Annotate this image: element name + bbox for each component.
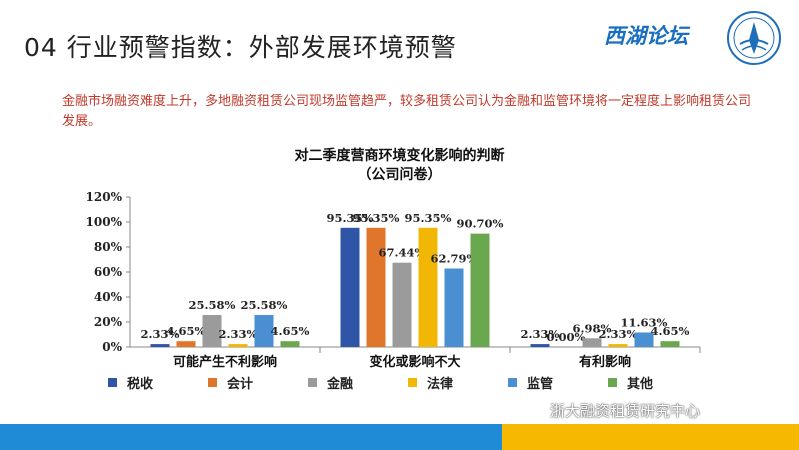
- bar: [608, 344, 628, 347]
- legend-swatch: [208, 378, 217, 387]
- legend-label: 法律: [427, 377, 454, 392]
- x-category-label: 变化或影响不大: [369, 354, 460, 370]
- bar-data-label: 4.65%: [651, 324, 690, 338]
- x-category-label: 可能产生不利影响: [173, 354, 277, 370]
- y-tick-label: 100%: [86, 215, 123, 229]
- bar: [470, 233, 490, 347]
- legend-item: 会计: [208, 373, 308, 392]
- bottom-band-blue: [0, 424, 502, 450]
- legend-label: 其他: [627, 377, 654, 392]
- bar-data-label: 25.58%: [241, 298, 288, 312]
- bar-data-label: 90.70%: [457, 217, 504, 231]
- bar: [530, 344, 550, 347]
- legend-swatch: [108, 378, 117, 387]
- bar: [392, 262, 412, 347]
- legend-item: 其他: [608, 373, 708, 392]
- legend-label: 监管: [527, 377, 554, 392]
- bar-data-label: 95.35%: [405, 211, 452, 225]
- bar: [150, 344, 170, 347]
- bar: [280, 341, 300, 347]
- y-tick-label: 80%: [94, 240, 123, 254]
- legend-label: 会计: [227, 377, 254, 392]
- bar: [176, 341, 196, 347]
- bar: [660, 341, 680, 347]
- bar-data-label: 2.33%: [141, 327, 180, 341]
- bar: [254, 315, 274, 347]
- x-category-label: 有利影响: [579, 354, 631, 370]
- bottom-band-yellow: [502, 424, 799, 450]
- bar: [582, 338, 602, 347]
- watermark: 浙大融资租赁研究中心: [526, 400, 700, 421]
- bar: [228, 344, 248, 347]
- legend-swatch: [408, 378, 417, 387]
- bar: [340, 227, 360, 347]
- bar-data-label: 4.65%: [167, 324, 206, 338]
- watermark-text: 浙大融资租赁研究中心: [550, 402, 701, 420]
- intro-text: 金融市场融资难度上升，多地融资租赁公司现场监管趋严，较多租赁公司认为金融和监管环…: [62, 94, 752, 129]
- legend-item: 监管: [508, 373, 608, 392]
- slide-title: 04 行业预警指数：外部发展环境预警: [24, 33, 457, 62]
- bar: [202, 315, 222, 347]
- legend-item: 税收: [108, 373, 208, 392]
- legend-swatch: [508, 378, 517, 387]
- chart-subtitle: （公司问卷）: [357, 167, 442, 183]
- seal-logo-icon: [727, 11, 781, 65]
- y-tick-label: 40%: [94, 290, 123, 304]
- forum-logo-text: 西湖论坛: [604, 23, 688, 48]
- bar-data-label: 0.00%: [547, 330, 586, 344]
- bar: [634, 332, 654, 347]
- wechat-icon: [526, 403, 544, 418]
- legend-swatch: [608, 378, 617, 387]
- bar-data-label: 2.33%: [599, 327, 638, 341]
- bar-data-label: 95.35%: [327, 211, 374, 225]
- y-tick-label: 0%: [102, 340, 122, 354]
- bar: [366, 227, 386, 347]
- legend-label: 税收: [127, 377, 154, 392]
- bar-data-label: 6.98%: [573, 321, 612, 335]
- chart-legend: 税收 会计 金融 法律 监管 其他: [108, 373, 708, 392]
- legend-label: 金融: [327, 377, 354, 392]
- y-tick-label: 120%: [86, 190, 123, 204]
- y-tick-label: 60%: [94, 265, 123, 279]
- legend-item: 法律: [408, 373, 508, 392]
- legend-swatch: [308, 378, 317, 387]
- chart-title: 对二季度营商环境变化影响的判断: [294, 148, 505, 164]
- bar-data-label: 25.58%: [189, 298, 236, 312]
- bar: [444, 268, 464, 347]
- bar: [418, 227, 438, 347]
- bar-data-label: 2.33%: [521, 327, 560, 341]
- bar-data-label: 11.63%: [621, 315, 668, 329]
- y-tick-label: 20%: [94, 315, 123, 329]
- bar-data-label: 67.44%: [379, 246, 426, 260]
- bar-data-label: 4.65%: [271, 324, 310, 338]
- bar-data-label: 2.33%: [219, 327, 258, 341]
- bar-data-label: 95.35%: [353, 211, 400, 225]
- legend-item: 金融: [308, 373, 408, 392]
- bar-data-label: 62.79%: [431, 252, 478, 266]
